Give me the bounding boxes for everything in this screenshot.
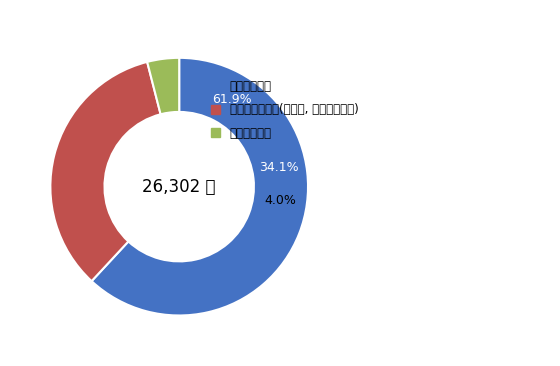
Text: 34.1%: 34.1% [259,161,299,173]
Legend: 自動車小売業, 機械器具小売業(自動車, 自転車を除く), 自転車小売業: 自動車小売業, 機械器具小売業(自動車, 自転車を除く), 自転車小売業 [211,80,358,140]
Text: 61.9%: 61.9% [212,93,251,106]
Wedge shape [147,58,179,114]
Text: 26,302 人: 26,302 人 [142,178,216,196]
Text: 4.0%: 4.0% [264,194,296,207]
Wedge shape [92,58,308,315]
Wedge shape [50,62,161,281]
